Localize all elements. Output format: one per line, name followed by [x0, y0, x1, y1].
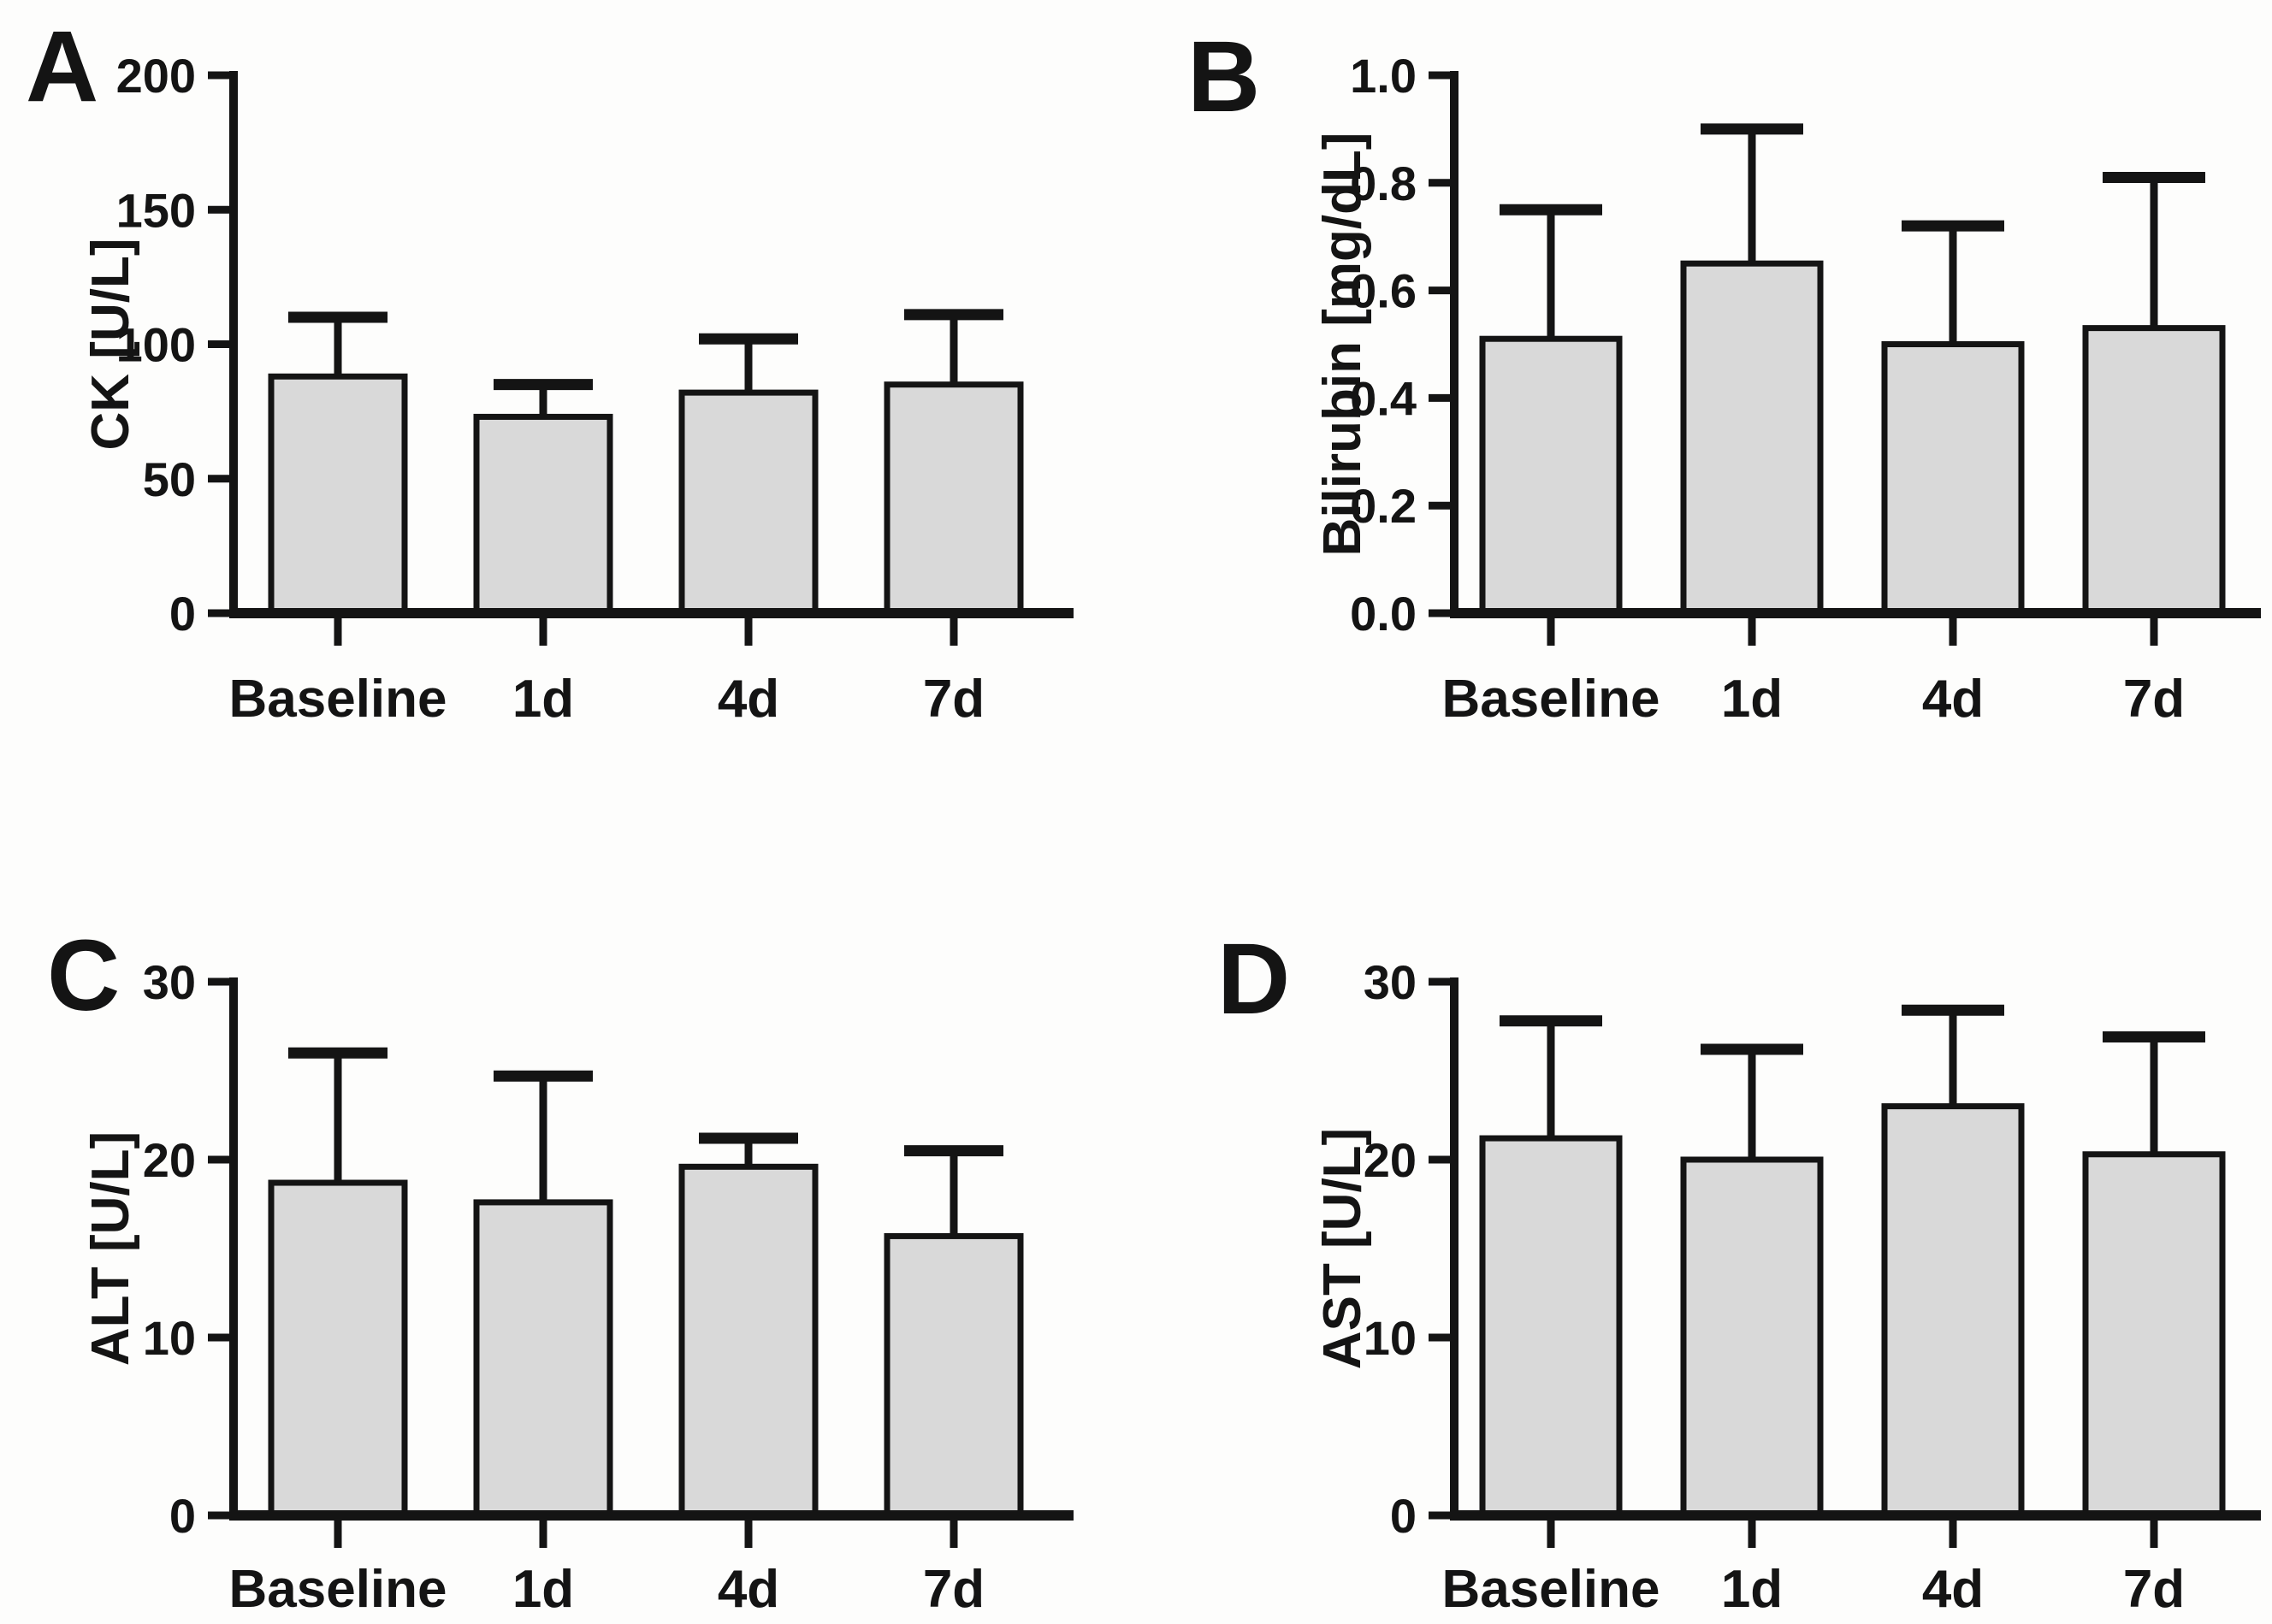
- error-bar-1d: [494, 1070, 593, 1202]
- bar-7d: [2082, 325, 2226, 617]
- y-axis-title: Bilirubin [mg/dL]: [1313, 133, 1372, 557]
- bar-1d: [473, 413, 613, 617]
- bar-1d: [1680, 260, 1824, 617]
- error-bar-4d: [1902, 220, 2004, 345]
- y-tick-label: 200: [116, 49, 196, 103]
- category-label-1d: 1d: [512, 670, 574, 729]
- error-bar-1d: [1701, 123, 1803, 264]
- y-axis-title: ALT [U/L]: [81, 1131, 140, 1366]
- y-tick-label: 150: [116, 183, 196, 237]
- y-tick-label: 0.0: [1350, 587, 1417, 641]
- error-bar-baseline: [1500, 204, 1602, 340]
- error-bar-7d: [904, 309, 1003, 385]
- category-label-7d: 7d: [923, 670, 985, 729]
- bar-baseline: [268, 1179, 408, 1519]
- error-bar-4d: [1902, 1004, 2004, 1107]
- y-tick-label: 10: [1364, 1311, 1417, 1365]
- error-bar-4d: [699, 1132, 798, 1167]
- bar-4d: [678, 389, 819, 617]
- y-axis-title: AST [U/L]: [1313, 1128, 1372, 1369]
- bar-7d: [2082, 1151, 2226, 1519]
- bar-1d: [473, 1199, 613, 1519]
- error-bar-baseline: [288, 1047, 388, 1184]
- error-bar-7d: [2103, 172, 2205, 328]
- bar-baseline: [1479, 1135, 1623, 1519]
- bar-baseline: [1479, 335, 1623, 617]
- y-tick-label: 0: [169, 1489, 196, 1543]
- category-label-4d: 4d: [718, 1560, 779, 1619]
- y-tick-label: 0: [1390, 1489, 1417, 1543]
- category-label-4d: 4d: [1922, 1560, 1984, 1619]
- bar-4d: [1881, 341, 2025, 617]
- y-tick-label: 0.6: [1350, 264, 1417, 318]
- category-label-baseline: Baseline: [228, 670, 447, 729]
- error-bar-7d: [904, 1145, 1003, 1237]
- y-tick-label: 30: [1364, 955, 1417, 1009]
- error-bar-1d: [1701, 1043, 1803, 1160]
- category-label-7d: 7d: [923, 1560, 985, 1619]
- panel-b-bilirubin-chart: 0.0 0.2 0.4 0.6 0.8 1.0 Baseline 1d 4d 7d Bilirubi…: [1187, 21, 2261, 729]
- y-tick-label: 0.2: [1350, 479, 1417, 533]
- y-tick-label: 100: [116, 318, 196, 372]
- category-label-1d: 1d: [1721, 1560, 1783, 1619]
- category-label-7d: 7d: [2123, 1560, 2185, 1619]
- y-tick-label: 0: [169, 587, 196, 641]
- category-label-7d: 7d: [2123, 670, 2185, 729]
- y-tick-label: 10: [143, 1311, 196, 1365]
- category-label-1d: 1d: [1721, 670, 1783, 729]
- y-tick-label: 30: [143, 955, 196, 1009]
- panel-a-ck-chart: 0 50 100 150 200 Baseline 1d 4d 7d CK [U/L] A: [26, 10, 1074, 729]
- category-label-4d: 4d: [1922, 670, 1984, 729]
- panel-letter: D: [1217, 923, 1290, 1036]
- y-axis-title: CK [U/L]: [81, 239, 140, 451]
- error-bar-baseline: [1500, 1015, 1602, 1139]
- panel-letter: B: [1187, 21, 1260, 133]
- y-tick-label: 50: [143, 452, 196, 506]
- category-label-baseline: Baseline: [228, 1560, 447, 1619]
- panel-letter: C: [47, 919, 120, 1032]
- bar-4d: [678, 1163, 819, 1519]
- y-tick-label: 0.8: [1350, 156, 1417, 210]
- category-label-1d: 1d: [512, 1560, 574, 1619]
- category-label-4d: 4d: [718, 670, 779, 729]
- panel-d-ast-chart: 0 10 20 30 Baseline 1d 4d 7d AST [U/L] D: [1217, 923, 2261, 1619]
- y-tick-label: 0.4: [1350, 371, 1417, 425]
- error-bar-4d: [699, 333, 798, 393]
- bar-1d: [1680, 1156, 1824, 1519]
- panel-letter: A: [26, 10, 98, 123]
- bar-7d: [884, 381, 1024, 617]
- y-tick-label: 20: [1364, 1133, 1417, 1187]
- category-label-baseline: Baseline: [1441, 670, 1660, 729]
- bar-7d: [884, 1232, 1024, 1519]
- error-bar-baseline: [288, 311, 388, 377]
- y-tick-label: 20: [143, 1133, 196, 1187]
- panel-c-alt-chart: 0 10 20 30 Baseline 1d 4d 7d ALT [U/L] C: [47, 919, 1074, 1619]
- bar-baseline: [268, 373, 408, 617]
- bar-4d: [1881, 1103, 2025, 1519]
- error-bar-7d: [2103, 1031, 2205, 1155]
- error-bar-1d: [494, 379, 593, 417]
- category-label-baseline: Baseline: [1441, 1560, 1660, 1619]
- y-tick-label: 1.0: [1350, 49, 1417, 103]
